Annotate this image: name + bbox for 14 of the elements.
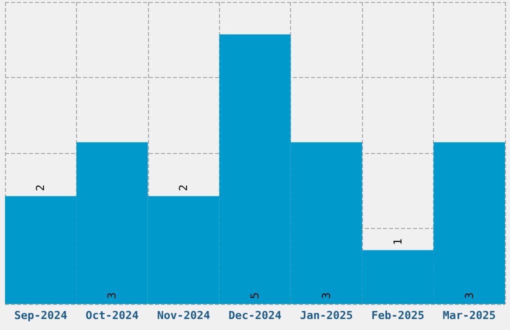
x-tick-label: Oct-2024 (86, 309, 140, 322)
x-tick-label: Feb-2025 (371, 309, 424, 322)
data-label: 1 (391, 238, 404, 246)
data-label: 3 (462, 292, 476, 299)
data-label: 2 (34, 184, 48, 192)
x-tick-label: Mar-2025 (442, 309, 496, 322)
x-tick-label: Nov-2024 (157, 309, 210, 322)
data-label: 2 (177, 184, 190, 192)
x-tick-label: Dec-2024 (228, 309, 282, 322)
data-label: 5 (248, 292, 262, 299)
data-label: 3 (320, 292, 333, 299)
data-label: 3 (106, 292, 119, 299)
x-tick-label: Sep-2024 (14, 309, 68, 322)
x-tick-label: Jan-2025 (300, 309, 353, 322)
